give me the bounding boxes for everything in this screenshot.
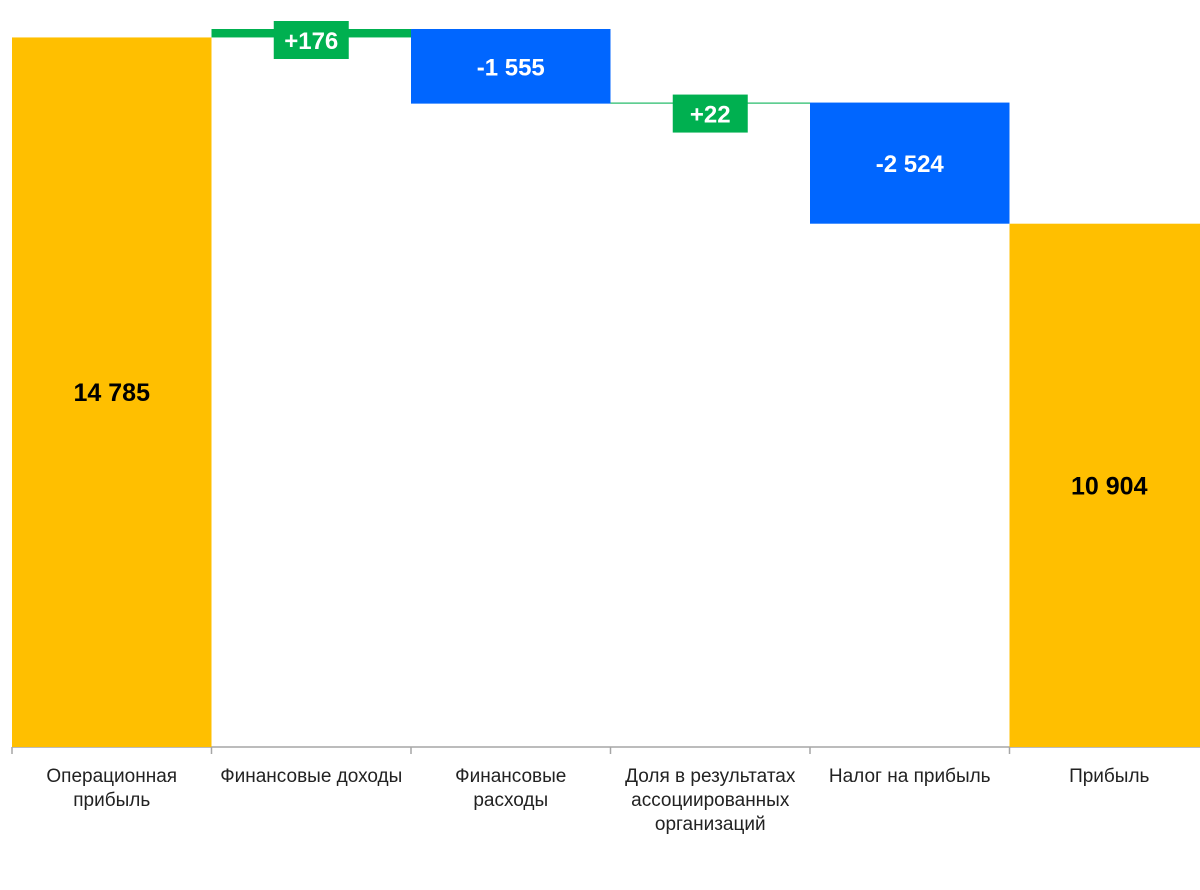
x-tick-label: Финансовые доходы	[216, 765, 406, 789]
data-label: 10 904	[1071, 472, 1148, 500]
x-tick-label: Доля в результатах ассоциированных орган…	[615, 765, 805, 837]
data-label: 14 785	[74, 379, 151, 407]
data-label: -2 524	[876, 151, 945, 178]
x-tick-label: Операционная прибыль	[17, 765, 207, 813]
x-tick-label: Финансовые расходы	[416, 765, 606, 813]
data-label: +176	[284, 28, 338, 55]
x-tick-label: Налог на прибыль	[815, 765, 1005, 789]
data-label: -1 555	[477, 54, 545, 81]
data-label: +22	[690, 102, 731, 129]
x-tick-label: Прибыль	[1014, 765, 1200, 789]
